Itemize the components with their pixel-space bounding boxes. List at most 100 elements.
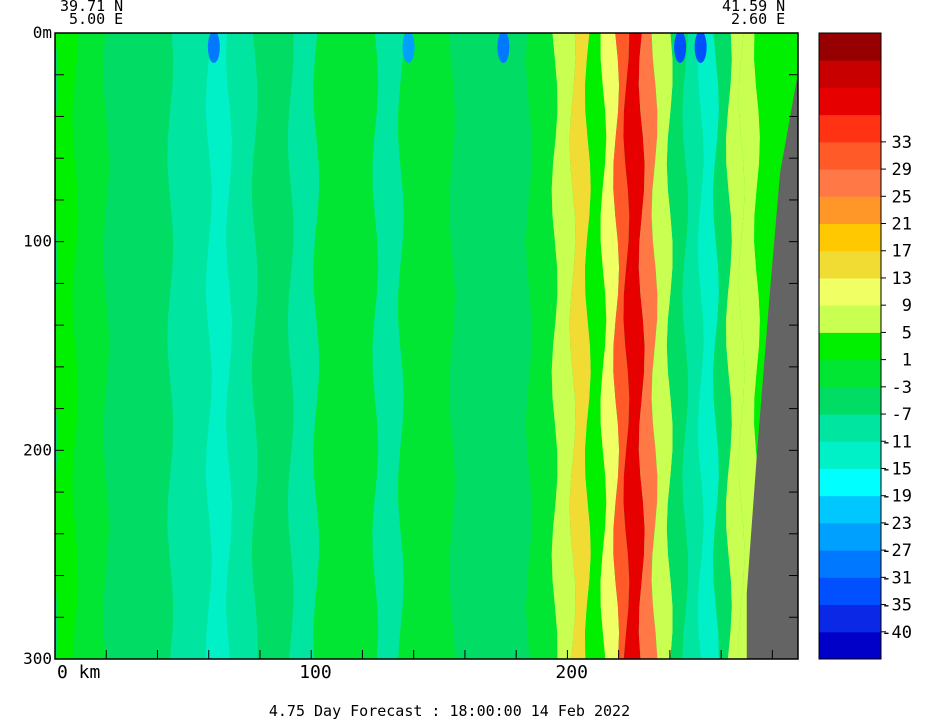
colorbar-label: -35 [881,596,912,616]
colorbar-label: -19 [881,487,912,507]
start-coordinates: 39.71 N 5.00 E [60,0,124,28]
surface-anomaly [674,33,687,63]
y-tick-label: 300 [23,649,52,668]
colorbar-swatch [819,223,881,252]
colorbar-swatch [819,441,881,469]
field-band [713,33,732,659]
colorbar-swatch [819,604,881,633]
colorbar-swatch [819,169,881,197]
colorbar-swatch [819,577,881,606]
colorbar-label: 5 [902,323,912,343]
colorbar-label: -3 [892,378,912,398]
heatmap-field [55,33,798,659]
colorbar-swatch [819,114,881,143]
end-lat: 41.59 N [722,0,786,15]
colorbar-swatch [819,332,881,361]
field-band [569,33,591,659]
field-band [682,33,704,659]
colorbar-label: 9 [902,296,912,316]
field-band [423,33,456,659]
colorbar-swatch [819,359,881,388]
field-band [585,33,607,659]
field-band [72,33,110,659]
colorbar-swatch [819,468,881,497]
field-band [339,33,379,659]
field-band [287,33,320,659]
colorbar-label: 29 [892,160,912,180]
colorbar-swatch [819,33,881,61]
field-band [500,33,532,659]
x-tick-label: 0 km [57,662,100,683]
colorbar-label: 33 [892,133,912,153]
colorbar-swatch [819,305,881,333]
plot-frame [54,32,799,660]
surface-anomaly [402,33,415,63]
field-band [55,33,79,659]
colorbar-swatch [819,414,881,442]
colorbar-swatch [819,495,881,524]
land-mask [746,73,798,659]
x-tick-label: 200 [555,662,588,683]
colorbar-swatch [819,250,881,279]
field-band [638,33,658,659]
colorbar-swatch [819,87,881,116]
colorbar-label: -11 [881,432,912,452]
field-band [129,33,174,659]
field-band [613,33,630,659]
colorbar-label: 17 [892,242,912,262]
field-band [251,33,294,659]
field-band [551,33,576,659]
surface-anomaly [497,33,510,63]
colorbar-label: 21 [892,215,912,235]
y-tick-label: 100 [23,232,52,251]
colorbar: -40-35-31-27-23-19-15-11-7-3159131721252… [818,32,912,660]
axis-ticks: 0m 100 200 300 0 km 100 200 [23,23,798,683]
field-band [205,33,233,659]
field-band [103,33,135,659]
colorbar-swatch [819,386,881,415]
colorbar-swatch [819,141,881,170]
colorbar-label: -27 [881,541,912,561]
colorbar-swatch [819,277,881,306]
field-band [372,33,404,659]
field-band [600,33,620,659]
colorbar-swatch [819,550,881,578]
surface-anomaly [694,33,707,63]
field-band [697,33,719,659]
field-band [449,33,481,659]
colorbar-label: 13 [892,269,912,289]
y-tick-label: 200 [23,440,52,459]
plot-border [54,32,799,660]
field-band [651,33,673,659]
colorbar-swatch [819,631,881,660]
field-band [726,33,745,659]
forecast-caption: 4.75 Day Forecast : 18:00:00 14 Feb 2022 [268,702,631,720]
field-band [398,33,430,659]
end-coordinates: 41.59 N 2.60 E [722,0,786,28]
x-tick-label: 100 [299,662,332,683]
colorbar-border [818,32,882,660]
colorbar-label: -23 [881,514,912,534]
field-band [313,33,345,659]
colorbar-swatch [819,60,881,88]
colorbar-label: -7 [892,405,912,425]
field-band [666,33,689,659]
colorbar-label: -40 [881,623,912,643]
colorbar-label: 1 [902,351,912,371]
start-lon: 5.00 E [69,10,124,28]
y-tick-label: 0m [33,23,52,42]
field-band [623,33,645,659]
field-band [226,33,258,659]
colorbar-swatch [819,522,881,551]
colorbar-label: 25 [892,187,912,207]
colorbar-swatch [819,196,881,225]
colorbar-label: -31 [881,568,912,588]
surface-anomaly [207,33,220,63]
field-band [167,33,212,659]
colorbar-label: -15 [881,459,912,479]
field-band [525,33,558,659]
end-lon: 2.60 E [731,10,786,28]
start-lat: 39.71 N [60,0,124,15]
field-band [474,33,507,659]
